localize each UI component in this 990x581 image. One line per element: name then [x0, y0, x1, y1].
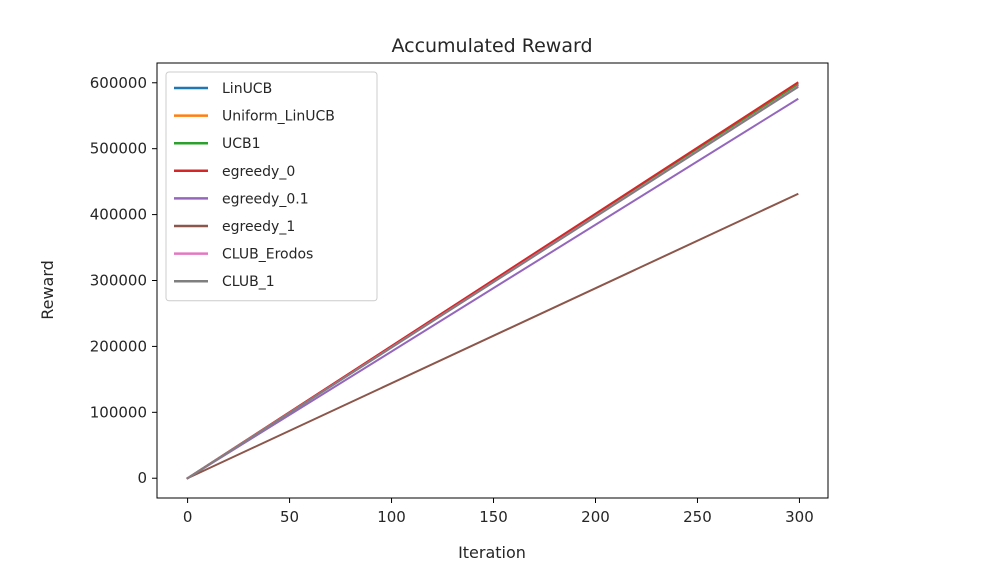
y-tick-label: 300000	[90, 272, 147, 290]
legend-label: egreedy_1	[222, 219, 295, 235]
legend-label: CLUB_Erodos	[222, 247, 313, 263]
y-tick-label: 400000	[90, 206, 147, 224]
y-axis-label: Reward	[38, 260, 57, 320]
legend-label: Uniform_LinUCB	[222, 109, 335, 125]
x-axis-label: Iteration	[458, 543, 526, 562]
x-tick-label: 150	[479, 508, 508, 526]
plot-area	[186, 81, 799, 480]
axes: 0 50 100 150 200 250 300 0 100000 200000 300000 400…	[90, 62, 829, 526]
legend-label: egreedy_0.1	[222, 191, 309, 207]
y-tick-label: 600000	[90, 74, 147, 92]
y-tick-label: 0	[137, 469, 147, 487]
y-tick-label: 500000	[90, 140, 147, 158]
legend: LinUCB Uniform_LinUCB UCB1 egreedy_0egreedy…	[165, 71, 378, 302]
series-line-egreedy-0-1	[186, 97, 799, 480]
chart-title: Accumulated Reward	[391, 35, 592, 57]
series-line-egreedy-1	[186, 192, 799, 480]
y-tick-label: 100000	[90, 403, 147, 421]
x-tick-label: 300	[785, 508, 814, 526]
legend-box	[165, 71, 378, 302]
y-tick-label: 200000	[90, 337, 147, 355]
legend-label: LinUCB	[222, 81, 272, 97]
legend-label: UCB1	[222, 136, 261, 152]
legend-label: egreedy_0	[222, 164, 295, 180]
legend-label: CLUB_1	[222, 274, 275, 290]
x-tick-label: 100	[377, 508, 406, 526]
x-tick-label: 200	[581, 508, 610, 526]
series-line-club-1	[186, 86, 799, 480]
x-tick-label: 0	[183, 508, 193, 526]
x-tick-label: 250	[683, 508, 712, 526]
x-tick-label: 50	[280, 508, 299, 526]
